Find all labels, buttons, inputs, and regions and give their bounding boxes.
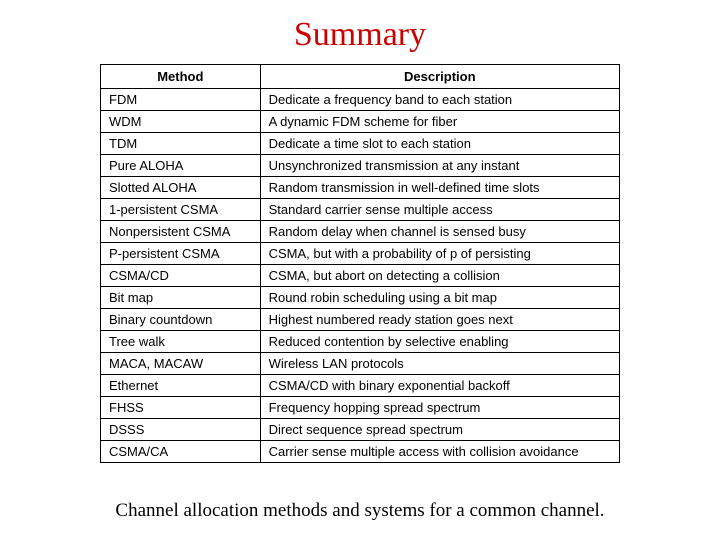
cell-description: CSMA, but with a probability of p of per… (260, 243, 619, 265)
cell-method: TDM (101, 133, 261, 155)
cell-description: CSMA, but abort on detecting a collision (260, 265, 619, 287)
slide-caption: Channel allocation methods and systems f… (0, 500, 720, 522)
table-row: CSMA/CDCSMA, but abort on detecting a co… (101, 265, 620, 287)
table-row: MACA, MACAWWireless LAN protocols (101, 353, 620, 375)
methods-table: Method Description FDMDedicate a frequen… (100, 64, 620, 463)
cell-method: Slotted ALOHA (101, 177, 261, 199)
header-description: Description (260, 65, 619, 89)
cell-method: CSMA/CD (101, 265, 261, 287)
cell-description: Reduced contention by selective enabling (260, 331, 619, 353)
header-method: Method (101, 65, 261, 89)
cell-description: Frequency hopping spread spectrum (260, 397, 619, 419)
cell-description: Dedicate a frequency band to each statio… (260, 89, 619, 111)
cell-method: Ethernet (101, 375, 261, 397)
cell-description: Random transmission in well-defined time… (260, 177, 619, 199)
cell-method: CSMA/CA (101, 441, 261, 463)
cell-description: A dynamic FDM scheme for fiber (260, 111, 619, 133)
table-body: FDMDedicate a frequency band to each sta… (101, 89, 620, 463)
cell-description: Wireless LAN protocols (260, 353, 619, 375)
table-container: Method Description FDMDedicate a frequen… (0, 64, 720, 463)
table-row: DSSSDirect sequence spread spectrum (101, 419, 620, 441)
table-header-row: Method Description (101, 65, 620, 89)
cell-description: Dedicate a time slot to each station (260, 133, 619, 155)
cell-method: 1-persistent CSMA (101, 199, 261, 221)
cell-description: Highest numbered ready station goes next (260, 309, 619, 331)
table-row: EthernetCSMA/CD with binary exponential … (101, 375, 620, 397)
cell-description: Standard carrier sense multiple access (260, 199, 619, 221)
table-row: FHSSFrequency hopping spread spectrum (101, 397, 620, 419)
table-row: FDMDedicate a frequency band to each sta… (101, 89, 620, 111)
cell-method: MACA, MACAW (101, 353, 261, 375)
slide-title: Summary (0, 0, 720, 64)
cell-description: Random delay when channel is sensed busy (260, 221, 619, 243)
cell-method: Pure ALOHA (101, 155, 261, 177)
table-row: WDMA dynamic FDM scheme for fiber (101, 111, 620, 133)
cell-method: Tree walk (101, 331, 261, 353)
table-row: Binary countdownHighest numbered ready s… (101, 309, 620, 331)
cell-description: Round robin scheduling using a bit map (260, 287, 619, 309)
cell-method: FDM (101, 89, 261, 111)
table-row: 1-persistent CSMAStandard carrier sense … (101, 199, 620, 221)
cell-method: Nonpersistent CSMA (101, 221, 261, 243)
cell-description: CSMA/CD with binary exponential backoff (260, 375, 619, 397)
cell-description: Unsynchronized transmission at any insta… (260, 155, 619, 177)
cell-method: Binary countdown (101, 309, 261, 331)
cell-description: Direct sequence spread spectrum (260, 419, 619, 441)
table-row: Nonpersistent CSMARandom delay when chan… (101, 221, 620, 243)
table-row: Slotted ALOHARandom transmission in well… (101, 177, 620, 199)
cell-method: Bit map (101, 287, 261, 309)
cell-description: Carrier sense multiple access with colli… (260, 441, 619, 463)
table-row: P-persistent CSMACSMA, but with a probab… (101, 243, 620, 265)
cell-method: DSSS (101, 419, 261, 441)
table-row: Pure ALOHAUnsynchronized transmission at… (101, 155, 620, 177)
table-row: TDMDedicate a time slot to each station (101, 133, 620, 155)
cell-method: P-persistent CSMA (101, 243, 261, 265)
table-row: Bit mapRound robin scheduling using a bi… (101, 287, 620, 309)
cell-method: WDM (101, 111, 261, 133)
cell-method: FHSS (101, 397, 261, 419)
table-row: CSMA/CACarrier sense multiple access wit… (101, 441, 620, 463)
table-row: Tree walkReduced contention by selective… (101, 331, 620, 353)
